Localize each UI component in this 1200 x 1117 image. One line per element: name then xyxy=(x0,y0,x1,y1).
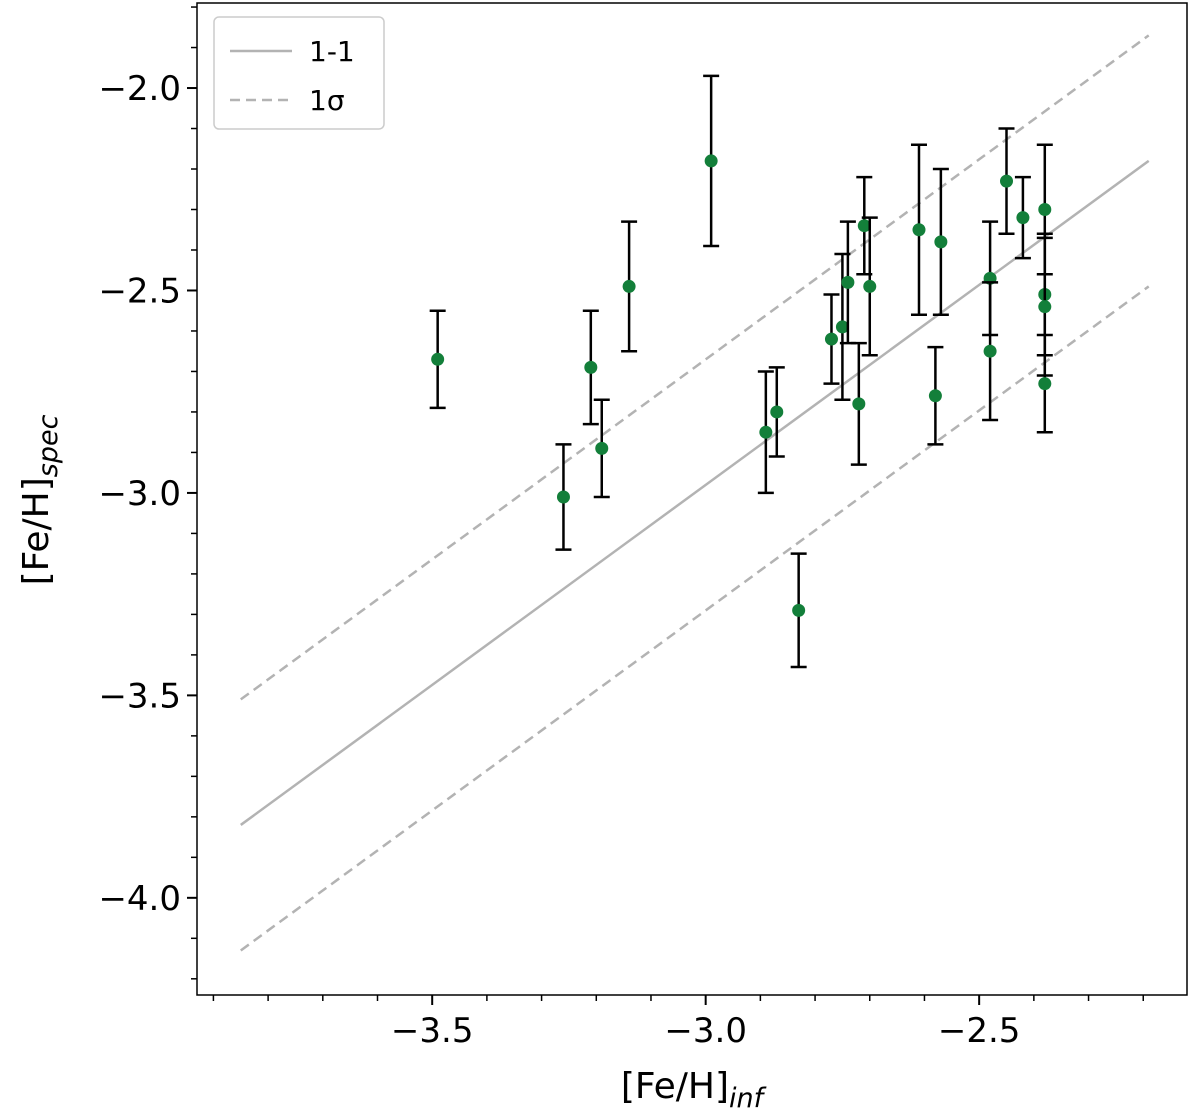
data-point-group xyxy=(768,366,785,458)
data-point xyxy=(928,389,942,403)
data-point xyxy=(584,360,598,374)
legend-box xyxy=(213,16,385,130)
data-point xyxy=(852,397,866,411)
legend-label-1-1: 1-1 xyxy=(309,35,355,68)
data-point xyxy=(704,154,718,168)
y-tick-label: −2.5 xyxy=(98,271,181,311)
data-point xyxy=(912,223,926,237)
data-point-group xyxy=(790,552,807,669)
y-axis-title-main: [Fe/H] xyxy=(16,477,57,585)
sigma-line-upper xyxy=(240,34,1150,701)
data-point-group xyxy=(593,398,610,499)
data-point xyxy=(1016,211,1030,225)
data-point-group xyxy=(982,281,999,422)
legend: 1-1 1σ xyxy=(213,16,385,130)
plot-area xyxy=(240,34,1150,952)
y-tick-label: −3.0 xyxy=(98,474,181,514)
data-point xyxy=(1038,300,1052,314)
data-point xyxy=(770,405,784,419)
data-point-group xyxy=(823,293,840,385)
data-point xyxy=(595,441,609,455)
data-point xyxy=(824,332,838,346)
y-tick-label: −2.0 xyxy=(98,69,181,109)
data-point-group xyxy=(757,370,774,495)
data-point xyxy=(835,320,849,334)
y-axis-title: [Fe/H]spec xyxy=(16,414,64,585)
data-point xyxy=(759,425,773,439)
x-tick-label: −3.0 xyxy=(664,1011,747,1051)
data-point xyxy=(983,344,997,358)
data-point-group xyxy=(932,167,949,317)
data-point xyxy=(934,235,948,249)
y-tick-label: −4.0 xyxy=(98,879,181,919)
x-axis-title: [Fe/H]inf xyxy=(621,1066,767,1114)
data-point xyxy=(841,275,855,289)
data-point-group xyxy=(861,216,878,357)
data-point xyxy=(863,279,877,293)
data-point-group xyxy=(927,345,944,446)
data-point xyxy=(622,279,636,293)
data-point-group xyxy=(582,309,599,426)
data-point-group xyxy=(850,341,867,466)
data-point-group xyxy=(910,143,927,317)
y-tick-label: −3.5 xyxy=(98,676,181,716)
data-point xyxy=(792,603,806,617)
data-point-group xyxy=(621,220,638,353)
data-point-group xyxy=(703,74,720,248)
sigma-line-lower xyxy=(240,285,1150,952)
axes-frame xyxy=(196,2,1188,996)
data-point xyxy=(1038,377,1052,391)
data-point xyxy=(556,490,570,504)
data-point-group xyxy=(555,443,572,551)
x-axis-title-main: [Fe/H] xyxy=(621,1066,729,1107)
y-axis-title-sub: spec xyxy=(33,414,64,477)
x-tick-label: −3.5 xyxy=(391,1011,474,1051)
y-axis: −4.0 −3.5 −3.0 −2.5 −2.0 xyxy=(98,6,197,980)
data-point-group xyxy=(998,127,1015,236)
data-point xyxy=(1038,202,1052,216)
data-point-group xyxy=(429,309,446,410)
legend-label-1sigma: 1σ xyxy=(309,84,345,117)
data-point-group xyxy=(1036,333,1053,434)
x-tick-label: −2.5 xyxy=(938,1011,1021,1051)
x-axis: −3.5 −3.0 −2.5 xyxy=(212,995,1144,1051)
x-axis-title-sub: inf xyxy=(729,1083,767,1114)
data-point-group xyxy=(1014,175,1031,260)
data-point xyxy=(1000,174,1014,188)
data-point xyxy=(431,352,445,366)
one-to-one-line xyxy=(240,159,1150,826)
data-point xyxy=(857,219,871,233)
